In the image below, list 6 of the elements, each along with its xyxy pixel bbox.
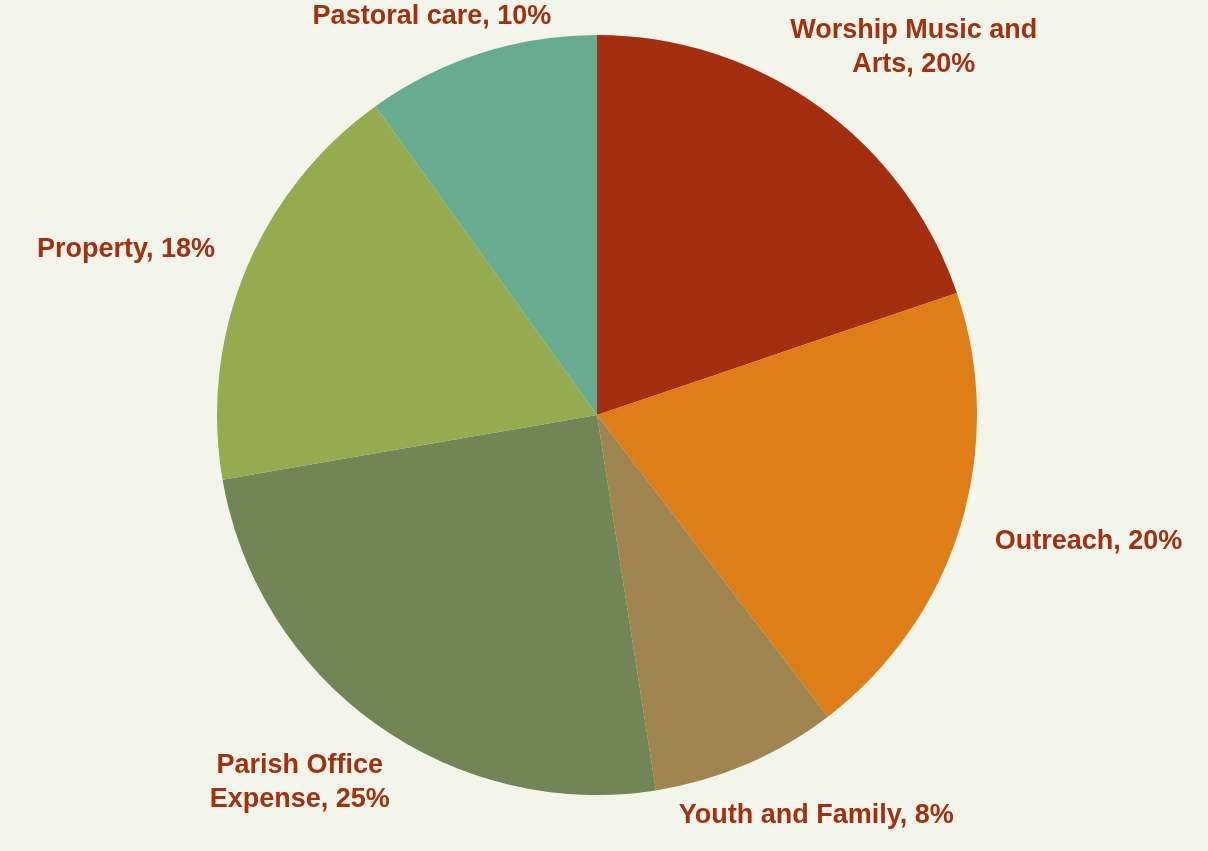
slice-label: Property, 18% (36, 233, 215, 264)
slice-label: Worship Music and Arts, 20% (790, 14, 1038, 79)
slice-label: Outreach, 20% (994, 525, 1183, 556)
slice-label: Youth and Family, 8% (678, 799, 954, 830)
slice-label: Parish Office Expense, 25% (209, 748, 390, 813)
slice-label: Pastoral care, 10% (312, 0, 552, 31)
